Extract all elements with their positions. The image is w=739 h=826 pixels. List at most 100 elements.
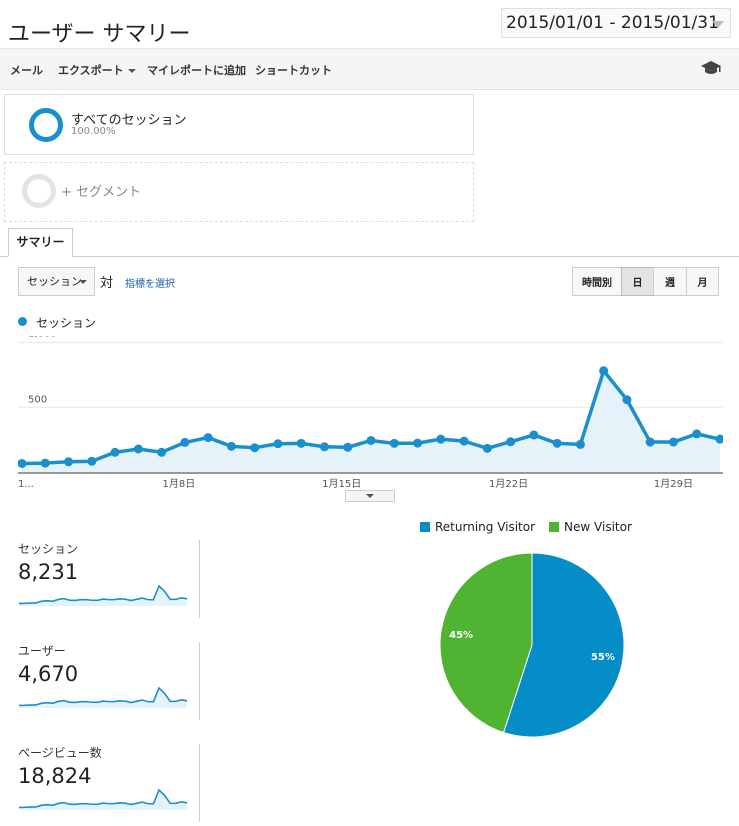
data-point — [203, 433, 213, 443]
data-point — [389, 438, 399, 448]
legend-label-new: New Visitor — [564, 520, 632, 534]
export-button[interactable]: エクスポート — [58, 62, 136, 78]
x-tick-label: 1... — [18, 479, 34, 490]
triangle-down-icon — [366, 494, 374, 498]
scorecard-value: 18,824 — [18, 764, 92, 788]
data-point — [180, 437, 190, 447]
graduation-cap-icon[interactable] — [701, 60, 721, 76]
date-range-label: 2015/01/01 - 2015/01/31 — [506, 13, 719, 33]
data-point — [87, 456, 97, 466]
x-tick-label: 1月29日 — [654, 478, 693, 490]
series-area — [22, 370, 720, 472]
data-point — [575, 439, 585, 449]
data-point — [18, 458, 27, 468]
pie-slice — [439, 552, 533, 734]
legend-series-marker — [18, 317, 27, 326]
data-point — [436, 434, 446, 444]
segment-ring-icon — [29, 108, 63, 142]
data-point — [296, 438, 306, 448]
data-point — [366, 435, 376, 445]
legend-series-label: セッション — [36, 316, 97, 330]
caret-down-icon — [79, 280, 87, 284]
scorecard-value: 8,231 — [18, 560, 79, 584]
metric-dropdown-value: セッション — [27, 275, 82, 288]
data-point — [226, 441, 236, 451]
data-point — [343, 442, 353, 452]
data-point — [668, 437, 678, 447]
scorecard-label: セッション — [18, 542, 79, 556]
data-point — [157, 447, 167, 457]
page-title: ユーザー サマリー — [8, 22, 191, 47]
data-point — [599, 366, 609, 376]
data-point — [40, 458, 50, 468]
granularity-month-button[interactable]: 月 — [686, 267, 719, 296]
tab-bar-divider — [0, 256, 739, 257]
shortcut-button[interactable]: ショートカット — [255, 64, 332, 77]
pie-legend: Returning Visitor New Visitor — [420, 520, 632, 534]
report-toolbar: メール エクスポート マイレポートに追加 ショートカット — [0, 48, 739, 90]
granularity-day-button[interactable]: 日 — [621, 267, 654, 296]
data-point — [459, 436, 469, 446]
data-point — [319, 442, 329, 452]
x-tick-label: 1月22日 — [489, 478, 528, 490]
data-point — [250, 443, 260, 453]
export-label: エクスポート — [58, 64, 124, 77]
data-point — [413, 438, 423, 448]
sparkline — [18, 584, 188, 606]
caret-down-icon — [127, 69, 136, 73]
versus-label: 対 — [100, 276, 114, 291]
y-tick-label: 500 — [28, 394, 47, 405]
scorecard-pageviews[interactable]: ページビュー数 18,824 — [18, 744, 200, 822]
sparkline — [18, 686, 188, 708]
sparkline-line — [18, 686, 188, 707]
add-segment-box[interactable]: + セグメント — [4, 162, 474, 222]
pie-slice — [502, 552, 625, 738]
data-point — [64, 457, 74, 467]
visitor-type-pie-chart: 55% 45% — [439, 552, 625, 738]
chevron-down-icon[interactable] — [712, 21, 724, 28]
scorecard-value: 4,670 — [18, 662, 79, 686]
pie-slice-label: 55% — [591, 652, 615, 663]
data-point — [506, 437, 516, 447]
segment-name: すべてのセッション — [71, 113, 187, 128]
data-point — [482, 443, 492, 453]
date-range-picker[interactable]: 2015/01/01 - 2015/01/31 — [501, 8, 731, 38]
y-tick-label: 1,000 — [28, 336, 57, 340]
select-metric-link[interactable]: 指標を選択 — [125, 279, 175, 290]
data-point — [692, 429, 702, 439]
granularity-toggle: 時間別 日 週 月 — [572, 267, 719, 296]
legend-swatch-new — [549, 522, 560, 532]
metric-dropdown[interactable]: セッション — [18, 267, 95, 296]
sparkline-area — [19, 688, 187, 708]
segment-all-sessions[interactable]: すべてのセッション 100.00% — [4, 94, 474, 155]
email-button[interactable]: メール — [10, 64, 43, 77]
segment-percentage: 100.00% — [71, 126, 116, 137]
scorecard-label: ページビュー数 — [18, 746, 102, 760]
scorecard-users[interactable]: ユーザー 4,670 — [18, 642, 200, 720]
legend-swatch-returning — [420, 522, 430, 532]
data-point — [645, 437, 655, 447]
add-to-dashboard-button[interactable]: マイレポートに追加 — [147, 64, 246, 77]
sparkline-line — [18, 788, 188, 809]
sparkline-line — [18, 584, 188, 605]
scorecard-sessions[interactable]: セッション 8,231 — [18, 540, 200, 618]
x-tick-label: 1月8日 — [162, 478, 195, 490]
x-tick-label: 1月15日 — [322, 478, 361, 490]
granularity-hourly-button[interactable]: 時間別 — [572, 267, 622, 296]
granularity-week-button[interactable]: 週 — [653, 267, 687, 296]
data-point — [273, 439, 283, 449]
data-point — [552, 438, 562, 448]
add-segment-label[interactable]: + セグメント — [61, 185, 142, 200]
sparkline — [18, 788, 188, 810]
data-point — [133, 444, 143, 454]
chart-collapse-button[interactable] — [345, 490, 395, 502]
data-point — [715, 434, 723, 444]
tab-summary[interactable]: サマリー — [8, 228, 73, 257]
data-point — [622, 395, 632, 405]
sparkline-area — [19, 586, 187, 606]
scorecard-label: ユーザー — [18, 644, 66, 658]
data-point — [110, 447, 120, 457]
sessions-line-chart: 1,000 500 1... 1月8日 1月15日 1月22日 1月29日 — [18, 336, 723, 490]
pie-slice-label: 45% — [449, 630, 473, 641]
legend-label-returning: Returning Visitor — [435, 520, 536, 534]
